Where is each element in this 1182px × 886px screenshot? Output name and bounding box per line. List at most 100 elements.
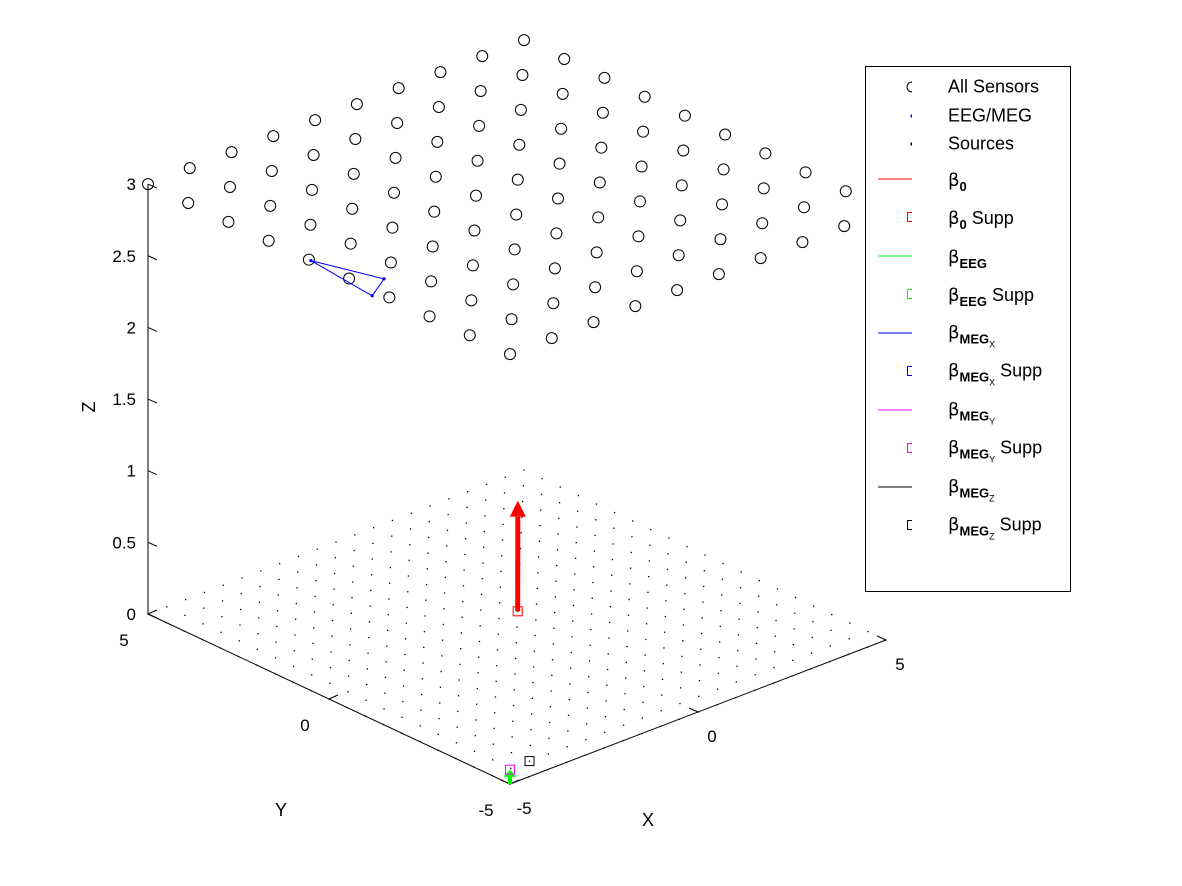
source-point (645, 623, 648, 625)
source-point (389, 566, 391, 569)
source-point (165, 621, 167, 624)
source-point (256, 648, 258, 650)
legend-item: β0 (866, 159, 1072, 205)
beta0-arrow-head (509, 500, 526, 517)
source-point (499, 602, 501, 604)
source-point (520, 532, 522, 534)
source-point (703, 585, 705, 588)
source-point (501, 539, 504, 541)
source-point (492, 743, 494, 745)
z-tick-mark (147, 255, 158, 261)
eeg-meg-triangle (310, 260, 385, 297)
source-point (681, 655, 683, 658)
source-point (370, 589, 372, 592)
source-point (558, 517, 560, 520)
sensor-point (838, 220, 851, 233)
source-point (664, 631, 666, 633)
source-point (473, 750, 476, 752)
source-point (364, 715, 366, 717)
sensor-point (629, 300, 642, 313)
sensor-point (511, 173, 524, 186)
legend-subscript: 0 (959, 217, 967, 232)
source-point (237, 655, 240, 658)
source-point (418, 740, 421, 743)
source-point (222, 584, 224, 586)
source-point (465, 522, 467, 524)
legend-marker (910, 142, 912, 146)
source-point (612, 543, 614, 545)
source-point (368, 621, 371, 623)
source-point (794, 596, 797, 599)
source-point (556, 549, 559, 551)
axes (147, 183, 887, 785)
source-point (755, 658, 757, 660)
source-point (444, 592, 446, 594)
sensor-point (675, 179, 688, 192)
source-point (384, 676, 387, 679)
source-point (258, 617, 260, 619)
sensor-point (470, 189, 482, 202)
source-point (147, 613, 149, 615)
legend-suffix: Supp (966, 208, 1014, 228)
legend-beta-symbol: β (948, 399, 960, 420)
source-point (221, 600, 224, 602)
sensor-point (595, 141, 608, 154)
source-point (643, 670, 646, 672)
beta0-supp-square (512, 606, 523, 617)
legend-marker (878, 178, 912, 179)
source-point (567, 730, 569, 732)
source-point (425, 583, 428, 586)
legend-label: All Sensors (948, 76, 1040, 97)
source-point (441, 639, 444, 641)
legend-marker (907, 366, 912, 376)
source-point (663, 647, 665, 649)
source-point (554, 596, 556, 598)
source-point (535, 619, 537, 621)
source-point (240, 593, 242, 595)
source-point (347, 675, 350, 677)
source-point (548, 737, 550, 739)
source-point (484, 515, 486, 517)
source-point (405, 638, 407, 640)
sensor-point (431, 135, 444, 148)
sensor-point (262, 234, 275, 247)
sensor-point (264, 199, 277, 212)
source-point (419, 725, 421, 727)
source-point (716, 688, 719, 690)
source-point (444, 576, 446, 578)
sensor-point (796, 236, 809, 249)
source-point (666, 568, 669, 571)
source-point (549, 721, 551, 724)
legend-beta-symbol: β (948, 208, 960, 229)
source-point (408, 559, 410, 561)
source-point (793, 628, 795, 630)
source-point (756, 627, 758, 629)
sensor-point (309, 114, 322, 127)
legend-square-marker (907, 443, 912, 453)
source-point (613, 511, 616, 514)
source-point (775, 619, 777, 622)
source-point (494, 696, 497, 698)
source-point (349, 644, 351, 646)
legend-item: βMEGX Supp (866, 351, 1072, 397)
sensor-point (671, 284, 684, 297)
sensor-point (634, 195, 646, 208)
z-tick-label: 0.5 (112, 533, 136, 552)
source-point (279, 563, 281, 565)
source-point (332, 604, 334, 606)
z-tick-mark (147, 183, 158, 189)
source-point (684, 577, 687, 579)
sensor-point (265, 164, 278, 177)
source-point (584, 754, 586, 756)
source-point (455, 757, 457, 760)
source-point (516, 626, 518, 628)
z-tick-mark (147, 470, 158, 476)
source-point (293, 650, 295, 652)
source-point (391, 535, 393, 537)
source-point (791, 675, 793, 677)
source-point (498, 617, 500, 620)
source-point (491, 774, 493, 777)
legend-item: βEEG Supp (866, 274, 1072, 320)
sensor-point (552, 192, 564, 205)
sensor-point (507, 278, 520, 291)
